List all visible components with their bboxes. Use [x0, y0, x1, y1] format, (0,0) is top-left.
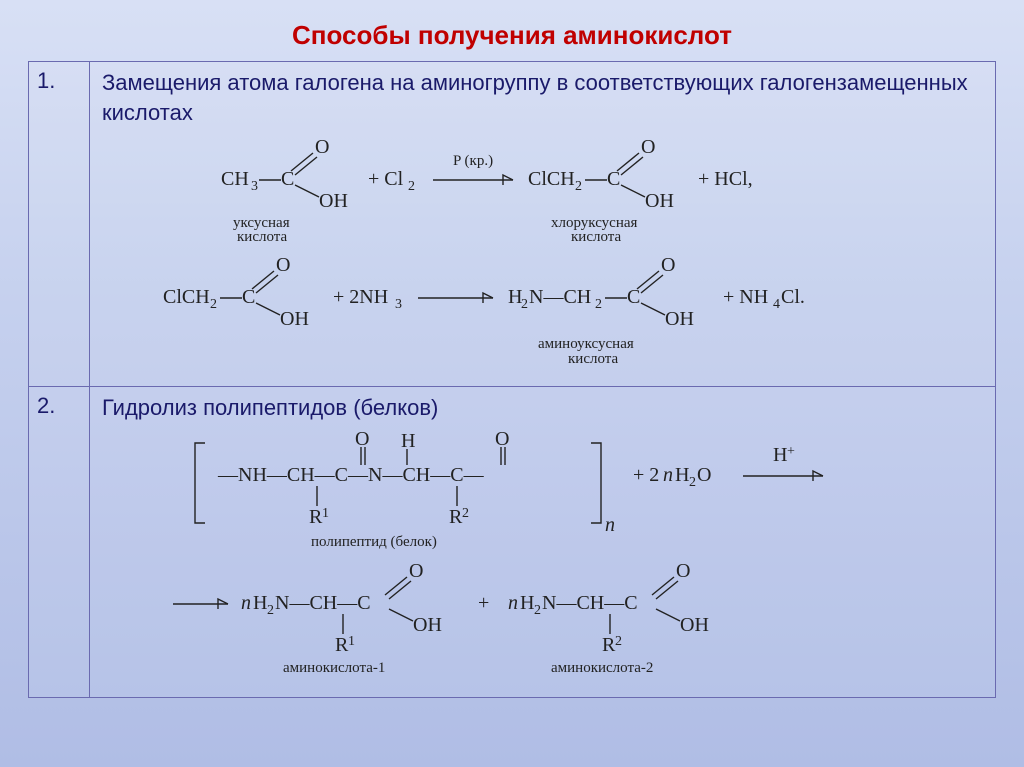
svg-text:+: + — [787, 444, 795, 459]
svg-text:O: O — [276, 254, 290, 276]
svg-text:кислота: кислота — [237, 229, 287, 245]
row-text: Гидролиз полипептидов (белков) — [102, 393, 983, 423]
svg-text:R: R — [602, 634, 616, 656]
svg-text:3: 3 — [251, 179, 258, 194]
row-number: 1. — [29, 62, 90, 387]
svg-text:кислота: кислота — [568, 351, 618, 367]
svg-text:O: O — [409, 564, 423, 582]
svg-text:2: 2 — [267, 603, 274, 618]
svg-text:P (кр.): P (кр.) — [453, 153, 493, 169]
svg-text:1: 1 — [322, 506, 329, 521]
svg-text:+ NH: + NH — [723, 286, 768, 308]
svg-text:+: + — [478, 592, 489, 614]
svg-text:n: n — [508, 592, 518, 614]
svg-text:C: C — [627, 286, 640, 308]
row-content: Замещения атома галогена на аминогруппу … — [90, 62, 996, 387]
row-text: Замещения атома галогена на аминогруппу … — [102, 68, 983, 127]
svg-text:ClCH: ClCH — [163, 286, 210, 308]
svg-text:OH: OH — [680, 614, 709, 636]
slide: Способы получения аминокислот 1. Замещен… — [0, 0, 1024, 767]
svg-text:n: n — [663, 464, 673, 486]
row-number: 2. — [29, 387, 90, 698]
svg-text:2: 2 — [462, 506, 469, 521]
svg-text:1: 1 — [348, 634, 355, 649]
svg-text:2: 2 — [595, 297, 602, 312]
svg-text:O: O — [676, 564, 690, 582]
svg-text:C: C — [242, 286, 255, 308]
slide-title: Способы получения аминокислот — [28, 20, 996, 51]
svg-text:+ 2NH: + 2NH — [333, 286, 388, 308]
svg-text:R: R — [309, 506, 323, 528]
svg-text:кислота: кислота — [571, 229, 621, 245]
svg-text:H: H — [773, 444, 787, 466]
svg-text:R: R — [335, 634, 349, 656]
svg-text:O: O — [315, 136, 329, 158]
svg-text:n: n — [605, 514, 615, 536]
svg-text:O: O — [661, 254, 675, 276]
svg-text:C: C — [281, 168, 294, 190]
svg-text:H: H — [675, 464, 689, 486]
svg-text:C: C — [607, 168, 620, 190]
polypeptide-svg: n —NH—CH—C—N—CH—C— R 1 O H — [133, 431, 953, 556]
svg-text:2: 2 — [408, 179, 415, 194]
svg-text:ClCH: ClCH — [528, 168, 575, 190]
svg-text:аминокислота-1: аминокислота-1 — [283, 660, 385, 676]
svg-text:OH: OH — [280, 308, 309, 330]
svg-text:Cl.: Cl. — [781, 286, 805, 308]
svg-text:3: 3 — [395, 297, 402, 312]
svg-text:H: H — [253, 592, 267, 614]
svg-text:O: O — [697, 464, 711, 486]
svg-text:OH: OH — [413, 614, 442, 636]
svg-text:OH: OH — [665, 308, 694, 330]
products-svg: n H 2 N—CH—C O OH R 1 аминокислота-1 — [133, 564, 953, 679]
svg-text:OH: OH — [319, 190, 348, 212]
svg-text:2: 2 — [689, 475, 696, 490]
svg-text:2: 2 — [210, 297, 217, 312]
svg-text:O: O — [355, 431, 369, 450]
content-table: 1. Замещения атома галогена на аминогруп… — [28, 61, 996, 698]
table-row: 2. Гидролиз полипептидов (белков) n —NH—… — [29, 387, 996, 698]
svg-text:+ Cl: + Cl — [368, 168, 404, 190]
svg-text:O: O — [495, 431, 509, 450]
svg-text:n: n — [241, 592, 251, 614]
svg-text:+ 2: + 2 — [633, 464, 659, 486]
svg-text:CH: CH — [221, 168, 249, 190]
svg-text:4: 4 — [773, 297, 780, 312]
reaction-1-svg: CH 3 C O OH + Cl 2 P (кр.) — [153, 135, 933, 245]
svg-text:аминоуксусная: аминоуксусная — [538, 336, 634, 352]
svg-text:H: H — [401, 431, 415, 452]
svg-text:OH: OH — [645, 190, 674, 212]
svg-text:2: 2 — [534, 603, 541, 618]
row-content: Гидролиз полипептидов (белков) n —NH—CH—… — [90, 387, 996, 698]
svg-text:R: R — [449, 506, 463, 528]
svg-text:2: 2 — [575, 179, 582, 194]
svg-text:H: H — [520, 592, 534, 614]
svg-text:O: O — [641, 136, 655, 158]
table-row: 1. Замещения атома галогена на аминогруп… — [29, 62, 996, 387]
svg-text:N—CH—C: N—CH—C — [275, 592, 371, 614]
reaction-2-svg: ClCH 2 C O OH + 2NH 3 H — [133, 253, 953, 368]
svg-text:+ HCl,: + HCl, — [698, 168, 753, 190]
svg-text:—NH—CH—C—N—CH—C—: —NH—CH—C—N—CH—C— — [217, 464, 485, 486]
svg-text:2: 2 — [615, 634, 622, 649]
svg-text:N—CH—C: N—CH—C — [542, 592, 638, 614]
svg-text:аминокислота-2: аминокислота-2 — [551, 660, 653, 676]
svg-text:2: 2 — [521, 297, 528, 312]
svg-text:N—CH: N—CH — [529, 286, 591, 308]
svg-text:полипептид (белок): полипептид (белок) — [311, 534, 437, 550]
